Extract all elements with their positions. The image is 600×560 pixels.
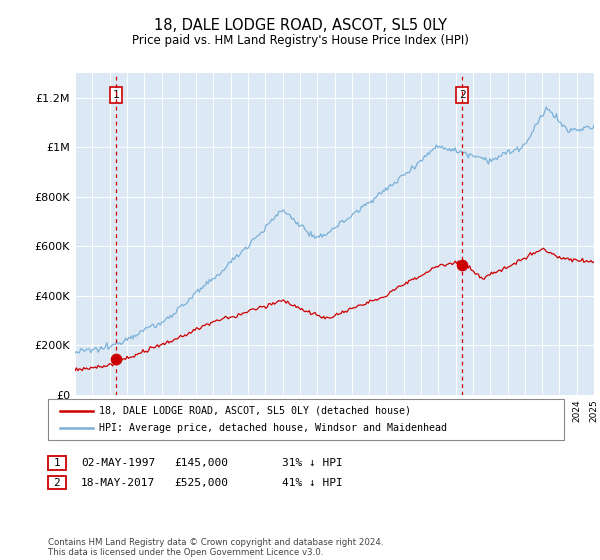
Text: 1: 1	[113, 90, 119, 100]
Text: HPI: Average price, detached house, Windsor and Maidenhead: HPI: Average price, detached house, Wind…	[99, 423, 447, 433]
Text: 2: 2	[53, 478, 61, 488]
Text: 18, DALE LODGE ROAD, ASCOT, SL5 0LY: 18, DALE LODGE ROAD, ASCOT, SL5 0LY	[154, 18, 446, 32]
Text: 2: 2	[458, 90, 466, 100]
Text: Price paid vs. HM Land Registry's House Price Index (HPI): Price paid vs. HM Land Registry's House …	[131, 34, 469, 47]
Text: Contains HM Land Registry data © Crown copyright and database right 2024.
This d: Contains HM Land Registry data © Crown c…	[48, 538, 383, 557]
Text: 18-MAY-2017: 18-MAY-2017	[81, 478, 155, 488]
Point	[111, 354, 121, 363]
Text: £525,000: £525,000	[174, 478, 228, 488]
Text: 31% ↓ HPI: 31% ↓ HPI	[282, 458, 343, 468]
Point	[457, 260, 467, 269]
Text: 1: 1	[53, 458, 61, 468]
Text: £145,000: £145,000	[174, 458, 228, 468]
Text: 18, DALE LODGE ROAD, ASCOT, SL5 0LY (detached house): 18, DALE LODGE ROAD, ASCOT, SL5 0LY (det…	[99, 405, 411, 416]
Text: 41% ↓ HPI: 41% ↓ HPI	[282, 478, 343, 488]
Text: 02-MAY-1997: 02-MAY-1997	[81, 458, 155, 468]
